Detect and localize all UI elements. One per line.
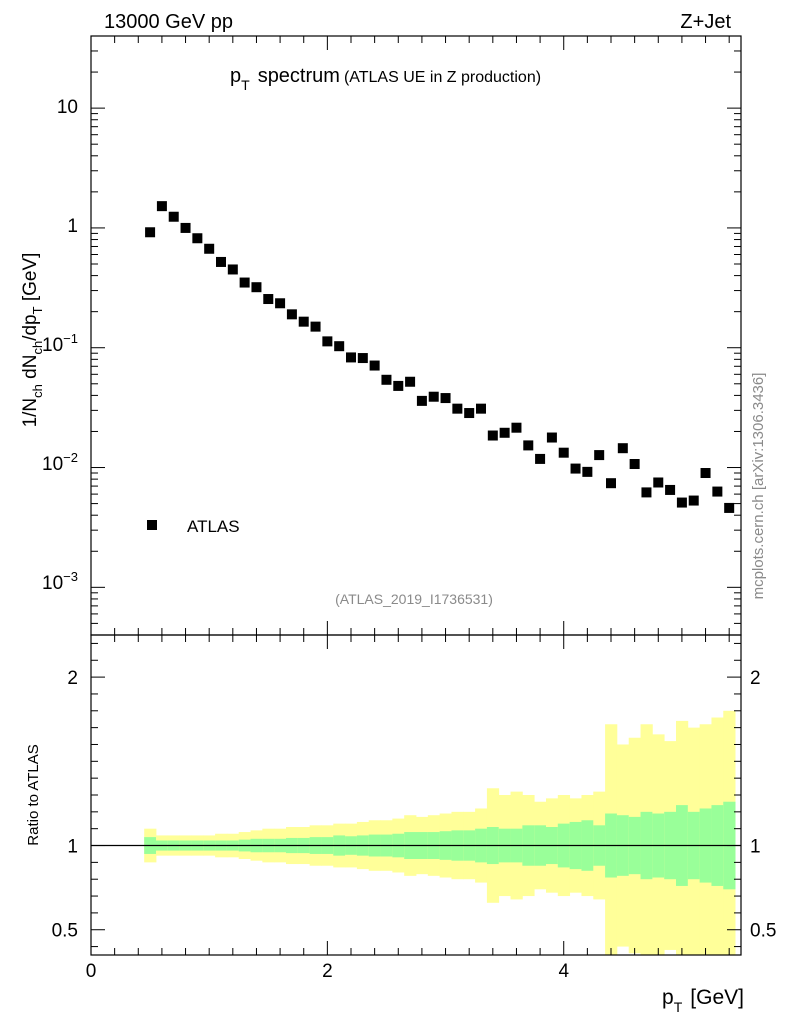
ytick-label-1e-3: 10−3 bbox=[42, 569, 78, 594]
data-point bbox=[322, 336, 333, 347]
bottom-tick-labels: 0.5 0.5 1 1 2 2 0 2 4 bbox=[52, 668, 777, 982]
data-point bbox=[665, 484, 676, 495]
data-point bbox=[192, 233, 203, 244]
xtick-label: 4 bbox=[558, 961, 569, 982]
data-point bbox=[558, 447, 569, 458]
data-point bbox=[523, 440, 534, 451]
title-sub-t: T bbox=[241, 77, 250, 93]
header-energy-label: 13000 GeV pp bbox=[104, 11, 233, 33]
data-point bbox=[275, 298, 286, 309]
ratio-ytick-label-left: 0.5 bbox=[52, 921, 78, 942]
data-point bbox=[641, 487, 652, 498]
ytick-label-1e-1: 10−1 bbox=[42, 331, 78, 356]
ratio-ytick-label-left: 1 bbox=[67, 837, 78, 858]
ratio-ytick-label-right: 1 bbox=[750, 837, 761, 858]
top-axis-ticks bbox=[90, 35, 741, 636]
title-p: p bbox=[230, 65, 241, 87]
ratio-ytick-label-right: 0.5 bbox=[750, 921, 776, 942]
data-point bbox=[700, 468, 711, 479]
data-point bbox=[499, 427, 510, 438]
data-point bbox=[334, 341, 345, 352]
data-point bbox=[594, 450, 605, 461]
ratio-bands bbox=[144, 710, 736, 955]
data-point bbox=[145, 227, 156, 238]
data-point bbox=[156, 201, 167, 212]
data-point bbox=[298, 316, 309, 327]
ratio-ytick-label-left: 2 bbox=[67, 668, 78, 689]
data-point bbox=[416, 395, 427, 406]
data-point bbox=[653, 477, 664, 488]
atlas-data-points bbox=[145, 201, 735, 513]
data-point bbox=[535, 453, 546, 464]
data-point bbox=[629, 459, 640, 470]
legend-marker bbox=[147, 520, 157, 530]
bottom-axis-ticks bbox=[90, 635, 741, 955]
ytick-label-1: 1 bbox=[67, 216, 78, 237]
xtick-label: 0 bbox=[86, 961, 97, 982]
data-point bbox=[487, 430, 498, 441]
data-point bbox=[582, 466, 593, 477]
data-point bbox=[286, 309, 297, 320]
data-point bbox=[546, 432, 557, 443]
data-point bbox=[310, 321, 321, 332]
data-point bbox=[346, 352, 356, 363]
data-point bbox=[168, 211, 179, 222]
data-point bbox=[180, 222, 191, 233]
ytick-label-10: 10 bbox=[57, 97, 78, 118]
data-point bbox=[511, 422, 522, 433]
data-point bbox=[712, 486, 723, 497]
data-point bbox=[227, 264, 238, 275]
data-point bbox=[239, 277, 250, 288]
title-note: (ATLAS UE in Z production) bbox=[344, 69, 541, 86]
data-point bbox=[464, 408, 475, 419]
data-point bbox=[357, 353, 368, 364]
data-point bbox=[452, 403, 463, 414]
title-spectrum: spectrum bbox=[258, 65, 340, 87]
top-plot-frame bbox=[90, 35, 742, 636]
data-point bbox=[216, 256, 226, 267]
data-point bbox=[381, 374, 392, 385]
ytick-label-1e-2: 10−2 bbox=[42, 450, 78, 475]
plot-title: pT spectrum (ATLAS UE in Z production) bbox=[230, 65, 541, 93]
data-point bbox=[617, 443, 628, 454]
watermark: mcplots.cern.ch [arXiv:1306.3436] bbox=[750, 373, 767, 600]
header-process-label: Z+Jet bbox=[680, 11, 731, 33]
data-point bbox=[393, 380, 404, 391]
top-y-axis-label: 1/Nch dNch/dpT [GeV] bbox=[20, 253, 45, 428]
ratio-ytick-label-right: 2 bbox=[750, 668, 761, 689]
xtick-label: 2 bbox=[322, 961, 333, 982]
data-point bbox=[570, 463, 581, 474]
analysis-tag: (ATLAS_2019_I1736531) bbox=[335, 591, 493, 607]
data-point bbox=[204, 243, 215, 254]
data-point bbox=[263, 294, 274, 305]
data-point bbox=[369, 360, 380, 371]
legend-label: ATLAS bbox=[187, 517, 240, 536]
data-point bbox=[476, 403, 486, 414]
x-axis-label: pT [GeV] bbox=[662, 986, 744, 1015]
data-point bbox=[428, 391, 439, 402]
data-point bbox=[688, 495, 699, 506]
data-point bbox=[676, 497, 687, 508]
data-point bbox=[405, 376, 416, 387]
ratio-y-axis-label: Ratio to ATLAS bbox=[25, 744, 42, 845]
data-point bbox=[440, 393, 451, 404]
data-point bbox=[606, 478, 616, 489]
data-point bbox=[724, 502, 735, 513]
data-point bbox=[251, 282, 262, 293]
